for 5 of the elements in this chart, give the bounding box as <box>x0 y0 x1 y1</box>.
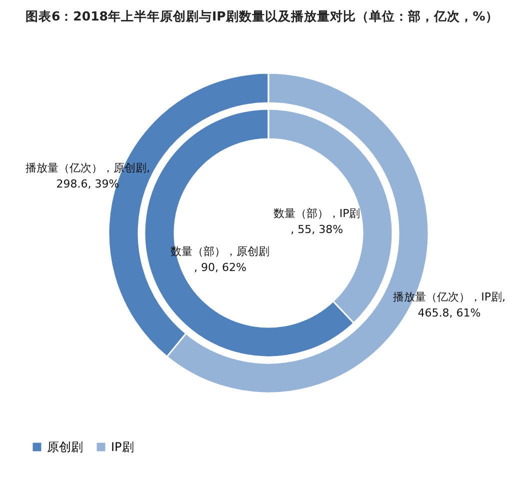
legend-label: IP剧 <box>111 440 134 454</box>
data-label: 播放量（亿次），IP剧, 465.8, 61% <box>393 290 506 320</box>
legend-label: 原创剧 <box>47 440 83 454</box>
data-label: 数量（部），IP剧, 55, 38% <box>273 206 360 236</box>
chart-title: 图表6：2018年上半年原创剧与IP剧数量以及播放量对比（单位：部，亿次，%） <box>25 8 498 24</box>
